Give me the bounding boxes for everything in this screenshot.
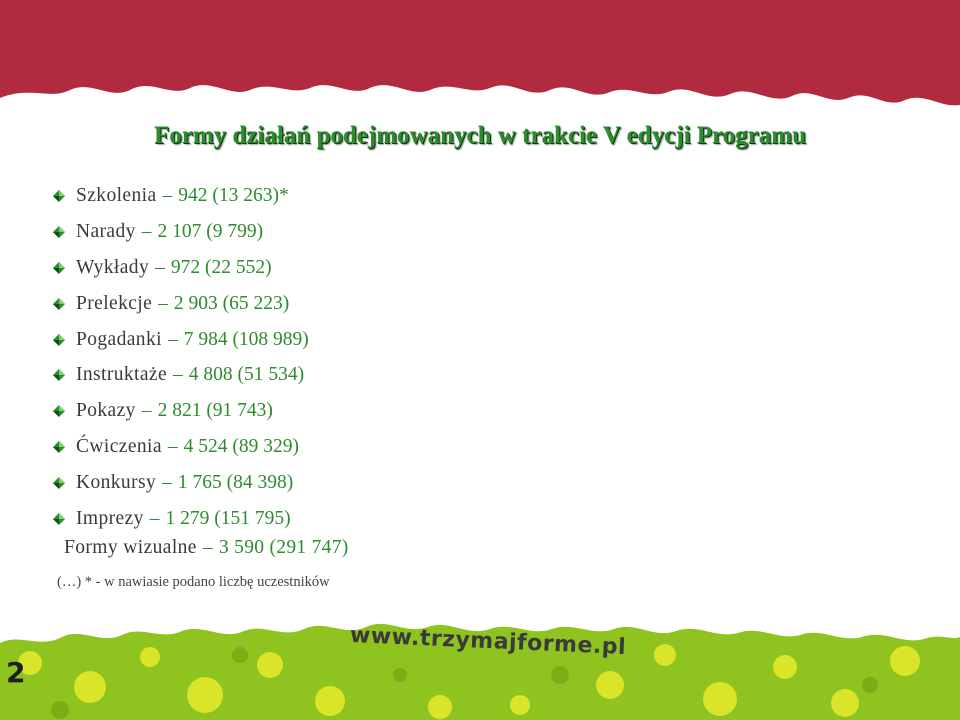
green-bullet-icon [53, 512, 65, 525]
list-item: Szkolenia –942 (13 263)* [52, 178, 309, 214]
item-label: Wykłady [76, 256, 150, 278]
list-item: Pokazy –2 821 (91 743) [52, 393, 309, 429]
page-number: 2 [6, 656, 26, 689]
item-value: 2 821 (91 743) [157, 400, 273, 422]
green-bullet-icon [53, 441, 65, 454]
item-dash: – [173, 364, 183, 386]
item-value: 4 808 (51 534) [188, 364, 305, 386]
list-item: Instruktaże –4 808 (51 534) [52, 357, 309, 393]
list-item: Imprezy –1 279 (151 795) [52, 501, 309, 537]
green-bullet-icon [53, 189, 65, 202]
item-label: Instruktaże [76, 364, 168, 386]
item-label: Imprezy [76, 507, 144, 529]
item-value: 4 524 (89 329) [183, 436, 300, 458]
footnote: (…) * - w nawiasie podano liczbę uczestn… [57, 574, 330, 590]
list-item: Prelekcje –2 903 (65 223) [52, 286, 309, 322]
item-dash: – [162, 472, 172, 494]
item-label: Narady [76, 220, 136, 242]
extra-item-value: 3 590 (291 747) [218, 537, 349, 558]
item-dash: – [167, 436, 178, 458]
item-label: Ćwiczenia [76, 436, 162, 458]
list-item: Konkursy –1 765 (84 398) [52, 465, 309, 501]
item-value: 942 (13 263)* [178, 184, 289, 206]
green-bullet-icon [53, 297, 65, 310]
item-label: Prelekcje [76, 292, 153, 314]
top-red-banner [0, 0, 960, 106]
extra-list-item: Formy wizualne –3 590 (291 747) [64, 537, 349, 559]
slide-title: Formy działań podejmowanych w trakcie V … [153, 122, 807, 149]
item-label: Pokazy [76, 400, 136, 422]
green-bullet-icon [53, 405, 65, 418]
item-dash: – [155, 256, 165, 278]
green-bullet-icon [53, 333, 65, 346]
item-label: Konkursy [76, 472, 157, 494]
item-value: 7 984 (108 989) [183, 328, 309, 350]
item-dash: – [167, 328, 178, 350]
green-bullet-icon [53, 369, 65, 382]
list-item: Pogadanki –7 984 (108 989) [52, 322, 309, 358]
item-dash: – [158, 292, 168, 314]
bottom-green-banner [0, 623, 960, 720]
item-value: 1 279 (151 795) [165, 507, 291, 529]
item-dash: – [162, 184, 173, 206]
item-value: 2 903 (65 223) [173, 292, 290, 314]
item-label: Pogadanki [76, 328, 162, 350]
list-item: Narady –2 107 (9 799) [52, 214, 309, 250]
extra-item-label: Formy wizualne [64, 537, 197, 558]
item-value: 2 107 (9 799) [157, 220, 264, 242]
item-dash: – [141, 220, 152, 242]
item-label: Szkolenia [76, 184, 157, 206]
item-dash: – [141, 400, 152, 422]
list-item: Ćwiczenia –4 524 (89 329) [52, 429, 309, 465]
activity-list: Szkolenia –942 (13 263)* Narady –2 107 (9 7… [52, 178, 309, 537]
item-value: 1 765 (84 398) [177, 472, 294, 494]
green-bullet-icon [53, 477, 65, 490]
item-value: 972 (22 552) [170, 256, 272, 278]
list-item: Wykłady –972 (22 552) [52, 250, 309, 286]
extra-item-dash: – [202, 537, 213, 558]
green-bullet-icon [53, 225, 65, 238]
green-bullet-icon [53, 261, 65, 274]
item-dash: – [149, 507, 160, 529]
